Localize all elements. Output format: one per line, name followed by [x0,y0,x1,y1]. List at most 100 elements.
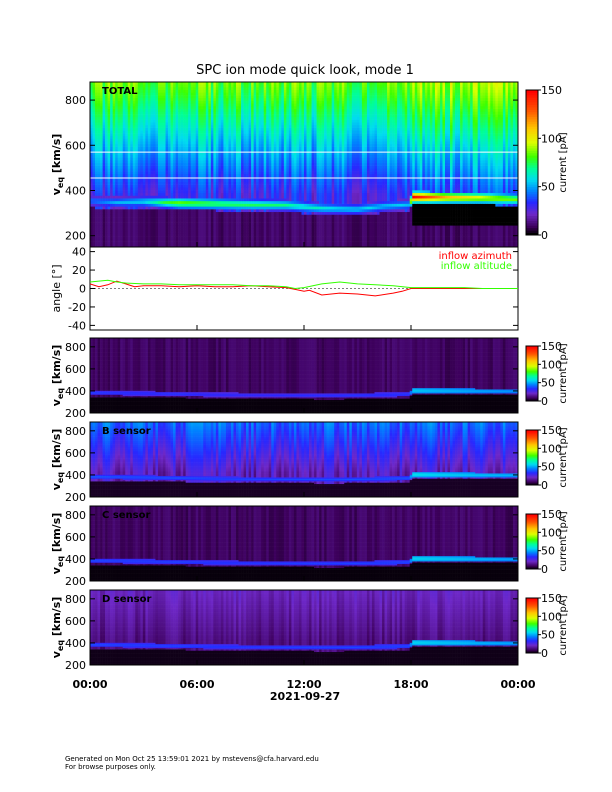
heatmap-cell [140,201,143,204]
heatmap-cell [261,212,264,215]
heatmap-cell [274,157,277,160]
heatmap-cell [115,141,118,144]
heatmap-cell [286,128,289,131]
heatmap-cell [98,122,101,125]
heatmap-cell [160,174,163,177]
heatmap-cell [294,198,297,201]
heatmap-cell [158,220,161,223]
heatmap-cell [171,223,174,226]
heatmap-cell [108,147,111,150]
heatmap-cell [125,182,128,185]
heatmap-cell [246,106,249,109]
heatmap-cell [123,220,126,223]
heatmap-cell [218,209,221,212]
heatmap-cell [198,98,201,101]
heatmap-cell [198,106,201,109]
heatmap-cell [143,220,146,223]
heatmap-cell [274,209,277,212]
heatmap-cell [196,225,199,228]
heatmap-cell [188,98,191,101]
heatmap-cell [276,90,279,93]
heatmap-cell [279,209,282,212]
heatmap-cell [244,166,247,169]
heatmap-cell [218,212,221,215]
heatmap-cell [276,141,279,144]
heatmap-cell [113,179,116,182]
heatmap-cell [206,201,209,204]
heatmap-cell [216,212,219,215]
heatmap-cell [145,125,148,128]
heatmap-cell [171,103,174,106]
heatmap-cell [221,84,224,87]
heatmap-cell [193,209,196,212]
heatmap-cell [181,179,184,182]
heatmap-cell [201,139,204,142]
heatmap-cell [115,182,118,185]
heatmap-cell [203,111,206,114]
heatmap-cell [148,130,151,133]
heatmap-cell [226,187,229,190]
heatmap-cell [244,220,247,223]
heatmap-cell [120,212,123,215]
heatmap-cell [251,147,254,150]
heatmap-cell [269,198,272,201]
heatmap-cell [201,90,204,93]
heatmap-cell [125,201,128,204]
heatmap-cell [231,182,234,185]
heatmap-cell [216,204,219,207]
heatmap-cell [186,223,189,226]
heatmap-cell [271,228,274,231]
heatmap-cell [138,120,141,123]
heatmap-cell [259,163,262,166]
heatmap-cell [93,195,96,198]
heatmap-cell [266,220,269,223]
heatmap-cell [289,139,292,142]
heatmap-cell [105,125,108,128]
heatmap-cell [294,233,297,236]
heatmap-cell [140,179,143,182]
heatmap-cell [158,174,161,177]
heatmap-cell [176,98,179,101]
heatmap-cell [276,84,279,87]
heatmap-cell [166,130,169,133]
heatmap-cell [266,139,269,142]
heatmap-cell [115,122,118,125]
heatmap-cell [218,90,221,93]
heatmap-cell [281,84,284,87]
heatmap-cell [153,198,156,201]
heatmap-cell [261,225,264,228]
heatmap-cell [163,84,166,87]
heatmap-cell [110,214,113,217]
heatmap-cell [108,122,111,125]
heatmap-cell [261,190,264,193]
heatmap-cell [173,95,176,98]
heatmap-cell [128,195,131,198]
heatmap-cell [271,217,274,220]
heatmap-cell [266,133,269,136]
heatmap-cell [158,201,161,204]
heatmap-cell [271,160,274,163]
heatmap-cell [171,139,174,142]
heatmap-cell [123,157,126,160]
heatmap-cell [198,139,201,142]
heatmap-cell [125,171,128,174]
heatmap-cell [133,190,136,193]
heatmap-cell [269,106,272,109]
heatmap-cell [171,182,174,185]
heatmap-cell [198,117,201,120]
heatmap-cell [216,130,219,133]
heatmap-cell [160,223,163,226]
heatmap-cell [176,84,179,87]
heatmap-cell [294,125,297,128]
heatmap-cell [244,168,247,171]
heatmap-cell [173,209,176,212]
heatmap-cell [279,166,282,169]
heatmap-cell [198,111,201,114]
heatmap-cell [188,84,191,87]
heatmap-cell [171,120,174,123]
heatmap-cell [286,195,289,198]
heatmap-cell [211,174,214,177]
heatmap-cell [291,166,294,169]
heatmap-cell [294,133,297,136]
heatmap-cell [125,163,128,166]
